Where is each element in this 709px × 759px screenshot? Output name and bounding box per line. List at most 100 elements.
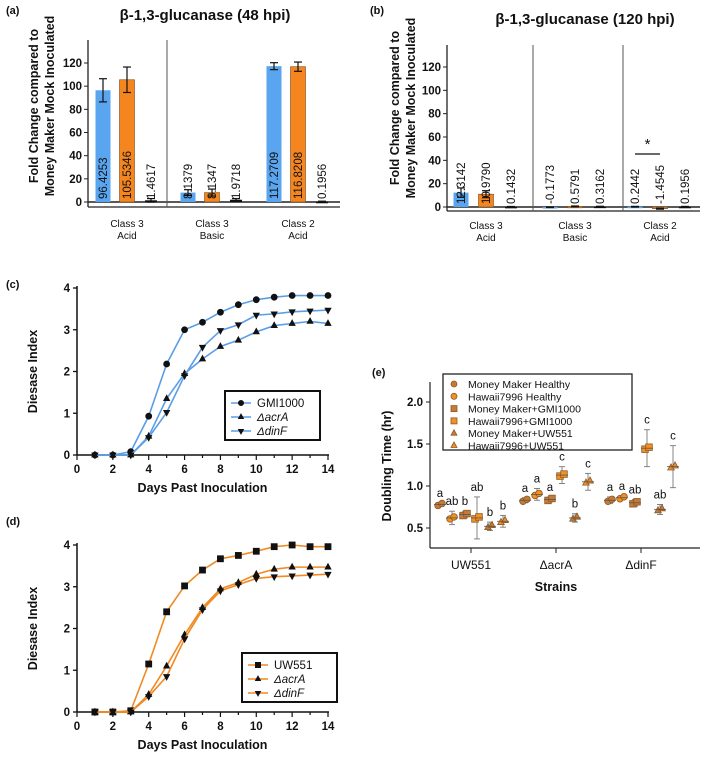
bar (95, 90, 111, 202)
significance-letter: c (559, 452, 565, 464)
legend-marker (254, 691, 262, 697)
panel-label-a: (a) (6, 5, 20, 17)
data-point (560, 470, 568, 478)
data-point (306, 317, 314, 324)
y-axis-label: Money Maker Mock Inoculated (404, 18, 418, 199)
data-point (620, 493, 628, 501)
data-label: 1.9718 (231, 164, 243, 199)
legend-marker (237, 413, 245, 420)
data-point (438, 499, 446, 508)
data-point (270, 564, 278, 572)
data-label: 12.3142 (456, 162, 468, 204)
significance-marker: * (645, 136, 651, 153)
chart-b: Fold Change compared to Money Maker Mock … (388, 18, 700, 244)
data-point (252, 312, 260, 320)
data-label: 0.1956 (680, 169, 692, 204)
y-tick-label: 0 (64, 707, 70, 719)
y-axis-label: Diesase Index (26, 587, 40, 670)
x-tick-label: 8 (217, 464, 224, 476)
y-axis-label: Fold Change compared to (27, 29, 41, 184)
y-tick-label: 0.5 (407, 523, 424, 535)
data-point (288, 309, 296, 317)
y-tick-label: 0 (76, 197, 82, 209)
data-point (234, 301, 242, 309)
legend-label: Hawaii7996 Healthy (468, 391, 562, 403)
data-point (548, 494, 556, 503)
data-label: 0.2442 (630, 169, 642, 204)
legend-label: ΔacrA (273, 674, 306, 686)
data-point (145, 660, 153, 668)
significance-letter: a (522, 483, 529, 495)
legend-label: Hawaii7996+GMI1000 (468, 416, 572, 428)
data-point (162, 410, 171, 417)
data-point (306, 562, 314, 570)
chart-a-title: β-1,3-glucanase (48 hpi) (120, 7, 291, 24)
legend-marker (450, 392, 458, 400)
legend-label: Money Maker+UW551 (468, 428, 573, 440)
data-point (180, 636, 189, 644)
x-tick-label: 10 (250, 721, 263, 733)
legend-marker (237, 399, 244, 406)
x-category-label: Class 3 (469, 221, 503, 232)
x-category-label: Class 3 (195, 219, 229, 230)
data-point (216, 328, 225, 335)
significance-letter: b (462, 496, 468, 508)
y-axis-label: Fold Change compared to (388, 31, 402, 186)
chart-e: 0.5 1.0 1.5 2.0 Doubling Time (hr) Strains UW5… (380, 373, 700, 594)
data-point (306, 292, 314, 299)
y-tick-label: 3 (64, 325, 70, 337)
significance-letter: ab (446, 496, 459, 508)
y-tick-label: 4 (64, 540, 71, 552)
x-category-label: Basic (563, 233, 587, 244)
significance-letter: c (585, 458, 591, 470)
x-category-label: Class 2 (281, 219, 315, 230)
x-tick-label: 6 (181, 721, 187, 733)
data-label: 0.5791 (570, 169, 582, 204)
x-tick-label: 8 (217, 721, 224, 733)
legend-marker (450, 441, 458, 448)
significance-letter: b (487, 507, 493, 519)
y-tick-label: 4 (64, 283, 71, 295)
significance-letter: ab (629, 484, 642, 496)
data-label: 0.1956 (317, 164, 329, 199)
y-tick-label: 60 (69, 128, 82, 140)
y-tick-label: 2.0 (407, 397, 423, 409)
data-point (252, 547, 260, 555)
legend-label: Hawaii7996+UW551 (468, 441, 564, 453)
y-tick-label: 1.0 (407, 481, 423, 493)
chart-a: Fold Change compared to Money Maker Mock … (27, 16, 340, 242)
data-label: 117.2709 (269, 152, 281, 199)
legend-label: UW551 (274, 660, 312, 672)
data-point (145, 694, 153, 701)
data-point (180, 373, 189, 381)
legend-box (442, 373, 633, 451)
data-point (181, 326, 188, 334)
x-tick-label: 14 (322, 464, 335, 476)
data-point (198, 607, 207, 615)
data-point (199, 318, 206, 326)
x-axis-label: Strains (535, 580, 577, 594)
y-tick-label: 0 (435, 202, 441, 214)
data-point (463, 509, 471, 518)
data-point (306, 572, 314, 580)
data-point (270, 311, 278, 319)
y-tick-label: 1 (64, 408, 71, 420)
data-point (450, 513, 458, 521)
significance-letter: b (500, 500, 506, 512)
significance-letter: a (437, 488, 444, 500)
x-tick-label: 12 (286, 464, 299, 476)
y-tick-label: 1.5 (407, 439, 424, 451)
legend-label: Money Maker Healthy (468, 379, 571, 391)
legend-label: ΔdinF (256, 426, 288, 438)
data-point (306, 543, 314, 551)
data-point (645, 443, 653, 451)
x-tick-label: 14 (322, 721, 335, 733)
legend-label: ΔacrA (256, 412, 289, 424)
data-point (306, 308, 314, 316)
data-point (535, 489, 543, 498)
data-point (127, 452, 135, 460)
x-tick-label: 10 (250, 464, 263, 476)
chart-b-title: β-1,3-glucanase (120 hpi) (495, 11, 674, 28)
